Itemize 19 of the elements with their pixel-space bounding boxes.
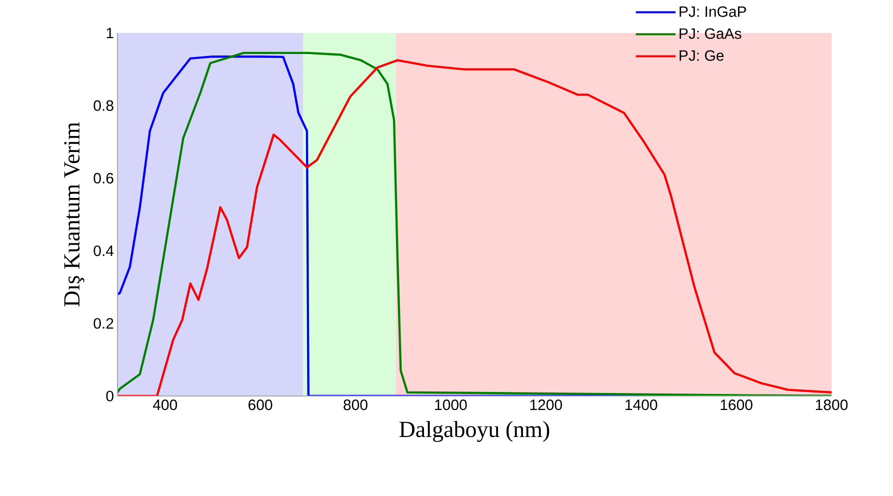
legend-label: PJ: GaAs	[680, 28, 742, 39]
x-axis-title: Dalgaboyu (nm)	[399, 420, 550, 442]
x-tick-label: 1000	[435, 400, 467, 410]
y-tick-label: 0.2	[94, 318, 114, 329]
legend-label: PJ: Ge	[680, 50, 724, 61]
y-tick-label: 0	[106, 390, 114, 402]
x-tick-label: 1800	[816, 400, 848, 410]
y-tick-label: 0.8	[94, 100, 114, 111]
y-tick-label: 1	[106, 28, 114, 38]
x-tick-label: 600	[248, 400, 272, 410]
y-axis-title: Dış Kuantum Verim	[64, 122, 84, 306]
y-tick-label: 0.4	[94, 245, 114, 256]
x-tick-label: 800	[344, 400, 368, 410]
x-tick-label: 1400	[626, 400, 658, 410]
x-tick-label: 1600	[720, 400, 752, 410]
x-tick-label: 400	[152, 400, 178, 410]
legend-label: PJ: InGaP	[680, 6, 746, 17]
y-tick-label: 0.6	[94, 172, 114, 184]
x-tick-label: 1200	[530, 400, 562, 410]
